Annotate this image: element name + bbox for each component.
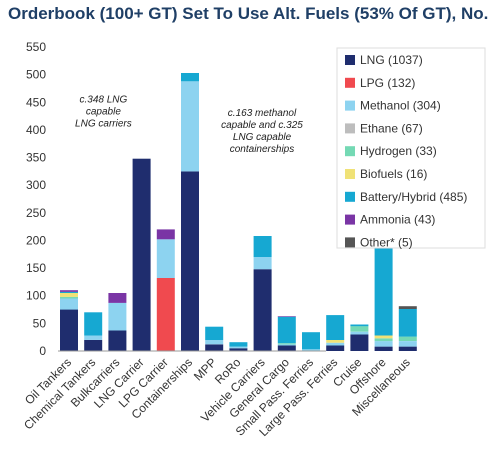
bar-segment (60, 290, 78, 292)
bar-segment (277, 343, 296, 345)
annotation-text: c.163 methanol capable and c.325 LNG capab… (221, 108, 303, 155)
bar-segment (302, 349, 320, 351)
y-tick-label: 150 (26, 261, 46, 275)
legend-label: Biofuels (16) (360, 167, 427, 181)
y-tick-label: 400 (26, 123, 46, 137)
legend-swatch (345, 169, 355, 179)
legend-label: LNG (1037) (360, 53, 423, 67)
y-tick-label: 100 (26, 289, 46, 303)
y-tick-label: 0 (39, 344, 46, 358)
annotation-text: c.348 LNG capable LNG carriers (75, 94, 132, 129)
bar-segment (398, 306, 417, 309)
bar-segment (229, 346, 248, 349)
bar-segment (60, 293, 78, 297)
bar-segment (108, 293, 127, 303)
bar-segment (84, 312, 103, 336)
bar-segment (350, 331, 369, 335)
bar-segment (229, 342, 248, 347)
legend-swatch (345, 100, 355, 111)
legend-label: Methanol (304) (360, 99, 441, 113)
bar-segment (181, 171, 199, 351)
legend: LNG (1037) LPG (132) Methanol (304) Ethane … (336, 47, 486, 249)
bar-segment (60, 291, 78, 293)
annotations: c.348 LNG capable LNG carriers c.163 methan… (75, 94, 303, 155)
bar-segment (350, 326, 369, 332)
bar-segment (398, 346, 417, 351)
y-tick-label: 450 (26, 95, 46, 109)
bar-segment (374, 338, 393, 342)
bar-segment (277, 344, 296, 346)
bar-segment (253, 236, 272, 257)
bar-segment (181, 73, 199, 82)
bar-segment (302, 332, 320, 350)
legend-swatch (345, 214, 355, 225)
bar-segment (205, 339, 224, 345)
bar-segment (253, 257, 272, 270)
bar-segment (398, 336, 417, 341)
legend-swatch (345, 55, 355, 65)
bar-segment (326, 342, 345, 346)
y-tick-label: 500 (26, 68, 46, 82)
y-tick-label: 50 (33, 316, 47, 330)
bars (60, 73, 417, 351)
bar-segment (350, 334, 369, 351)
y-tick-label: 200 (26, 233, 46, 247)
legend-label: Battery/Hybrid (485) (360, 190, 467, 204)
bar-segment (181, 81, 199, 172)
bar-segment (326, 345, 345, 351)
bar-segment (326, 339, 345, 343)
legend-swatch (345, 191, 355, 202)
bar-segment (374, 341, 393, 347)
bar-segment (84, 335, 103, 340)
chart-title: Orderbook (100+ GT) Set To Use Alt. Fuel… (8, 4, 489, 23)
bar-segment (156, 229, 175, 240)
bar-segment (205, 344, 224, 351)
bar-segment (108, 302, 127, 331)
bar-segment (350, 324, 369, 327)
bar-segment (277, 316, 296, 344)
bar-segment (205, 326, 224, 340)
y-tick-label: 300 (26, 178, 46, 192)
legend-label: Ammonia (43) (360, 213, 435, 227)
bar-segment (108, 330, 127, 351)
bar-segment (84, 339, 103, 351)
bar-segment (60, 309, 78, 351)
legend-label: Hydrogen (33) (360, 144, 437, 158)
y-tick-label: 350 (26, 151, 46, 165)
bar-segment (156, 239, 175, 278)
bar-segment (398, 341, 417, 347)
y-tick-label: 250 (26, 206, 46, 220)
y-tick-label: 550 (26, 40, 46, 54)
legend-box (336, 47, 486, 249)
legend-swatch (345, 146, 355, 157)
bar-segment (156, 278, 175, 351)
legend-swatch (345, 77, 355, 88)
bar-segment (277, 316, 296, 317)
bar-segment (60, 298, 78, 310)
bar-segment (398, 309, 417, 337)
legend-label: Ethane (67) (360, 121, 423, 135)
legend-label: LPG (132) (360, 76, 415, 90)
legend-label: Other* (5) (360, 235, 413, 249)
bar-segment (374, 335, 393, 339)
bar-segment (253, 269, 272, 351)
bar-segment (60, 296, 78, 299)
bar-segment (132, 158, 151, 351)
bar-segment (326, 315, 345, 340)
bar-segment (229, 348, 248, 351)
legend-swatch (345, 123, 355, 134)
bar-segment (277, 345, 296, 351)
bar-segment (374, 244, 393, 336)
legend-swatch (345, 237, 355, 248)
y-axis: 0 50 100 150 200 250 300 350 400 450 500 550 (26, 40, 46, 358)
bar-segment (374, 346, 393, 351)
